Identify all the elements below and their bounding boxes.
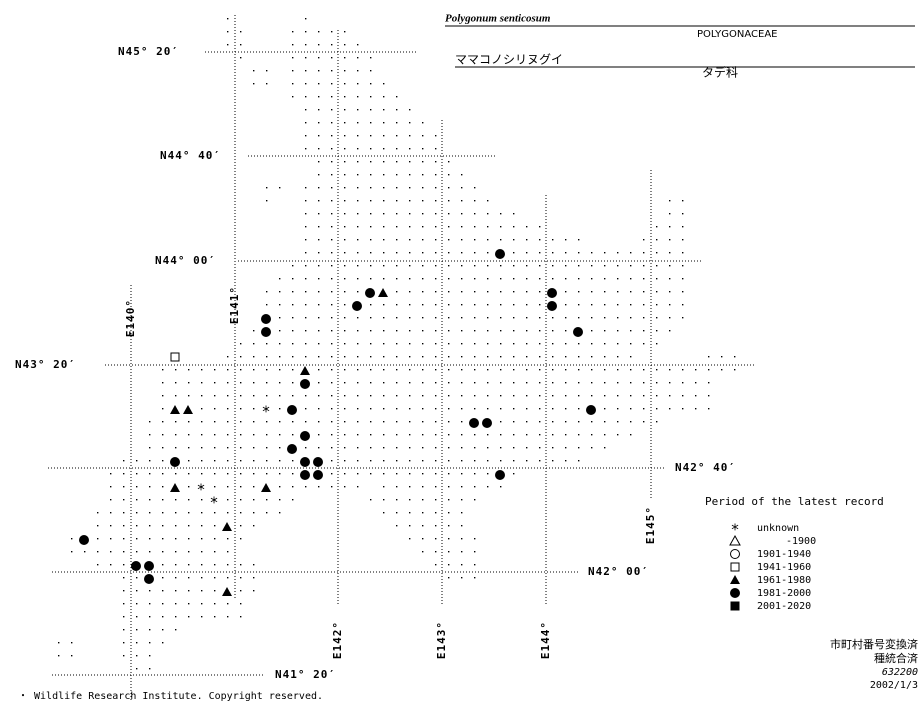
note: 市町村番号変換済 [830,637,918,651]
longitude-label: E143° [435,621,448,659]
note: 632200 [882,667,918,678]
latitude-label: N42° 00′ [588,565,649,578]
record-symbol: * [261,403,270,421]
longitude-label: E144° [539,621,552,659]
record-symbol [261,483,271,492]
record-symbol [131,561,141,571]
latitude-label: N41° 20′ [275,668,336,681]
latitude-label: N44° 00′ [155,254,216,267]
latitude-label: N42° 40′ [675,461,736,474]
legend-label: 1961-1980 [757,575,811,586]
grid-dots [58,18,736,670]
family-name: POLYGONACEAE [697,29,777,40]
record-symbol [378,288,388,297]
record-symbol [313,457,323,467]
legend-symbol [730,562,740,572]
record-symbol [547,288,557,298]
latitude-label: N44° 40′ [160,149,221,162]
longitude-label: E141° [228,286,241,324]
legend-label: unknown [757,523,799,534]
record-symbol [300,431,310,441]
record-symbol [183,405,193,414]
record-symbol [547,301,557,311]
record-symbol [170,457,180,467]
latitude-label: N45° 20′ [118,45,179,58]
legend-symbol [730,549,740,559]
legend-label: 1941-1960 [757,562,811,573]
record-symbol: * [209,494,218,512]
record-symbol [300,366,310,375]
record-symbol [144,561,154,571]
legend-symbol: * [730,521,739,539]
record-symbol [79,535,89,545]
record-symbol [144,574,154,584]
record-symbol [222,587,232,596]
record-symbol [469,418,479,428]
record-symbol: * [196,481,205,499]
legend-symbol [729,534,741,546]
record-symbol [573,327,583,337]
japanese-name: ママコノシリヌグイ [455,53,563,67]
legend-symbol [730,601,740,611]
note: 2002/1/3 [870,680,918,691]
record-symbol [170,352,180,362]
record-symbol [287,405,297,415]
record-symbol [300,457,310,467]
japanese-family: タデ科 [702,65,738,80]
record-symbol [222,522,232,531]
longitude-label: E145° [644,506,657,544]
longitude-label: E140° [124,299,137,337]
species-name: Polygonum senticosum [445,13,551,25]
copyright: ・ Wildlife Research Institute. Copyright… [18,691,323,702]
record-symbol [586,405,596,415]
legend-title: Period of the latest record [705,495,884,508]
legend-label: 1981-2000 [757,588,811,599]
record-symbol [495,249,505,259]
legend-label: 1901-1940 [757,549,811,560]
record-symbol [261,327,271,337]
record-symbol [170,483,180,492]
record-symbol [495,470,505,480]
record-symbol [170,405,180,414]
legend-label: 2001-2020 [757,601,811,612]
record-symbol [482,418,492,428]
longitude-label: E142° [331,621,344,659]
legend-symbol [730,588,740,598]
legend-label: -1900 [786,536,816,547]
record-symbol [365,288,375,298]
record-symbol [352,301,362,311]
record-symbol [313,470,323,480]
record-symbol [261,314,271,324]
latitude-label: N43° 20′ [15,358,76,371]
record-symbol [287,444,297,454]
record-symbol [300,379,310,389]
legend-symbol [730,575,740,584]
record-symbol [300,470,310,480]
note: 種統合済 [874,651,918,665]
